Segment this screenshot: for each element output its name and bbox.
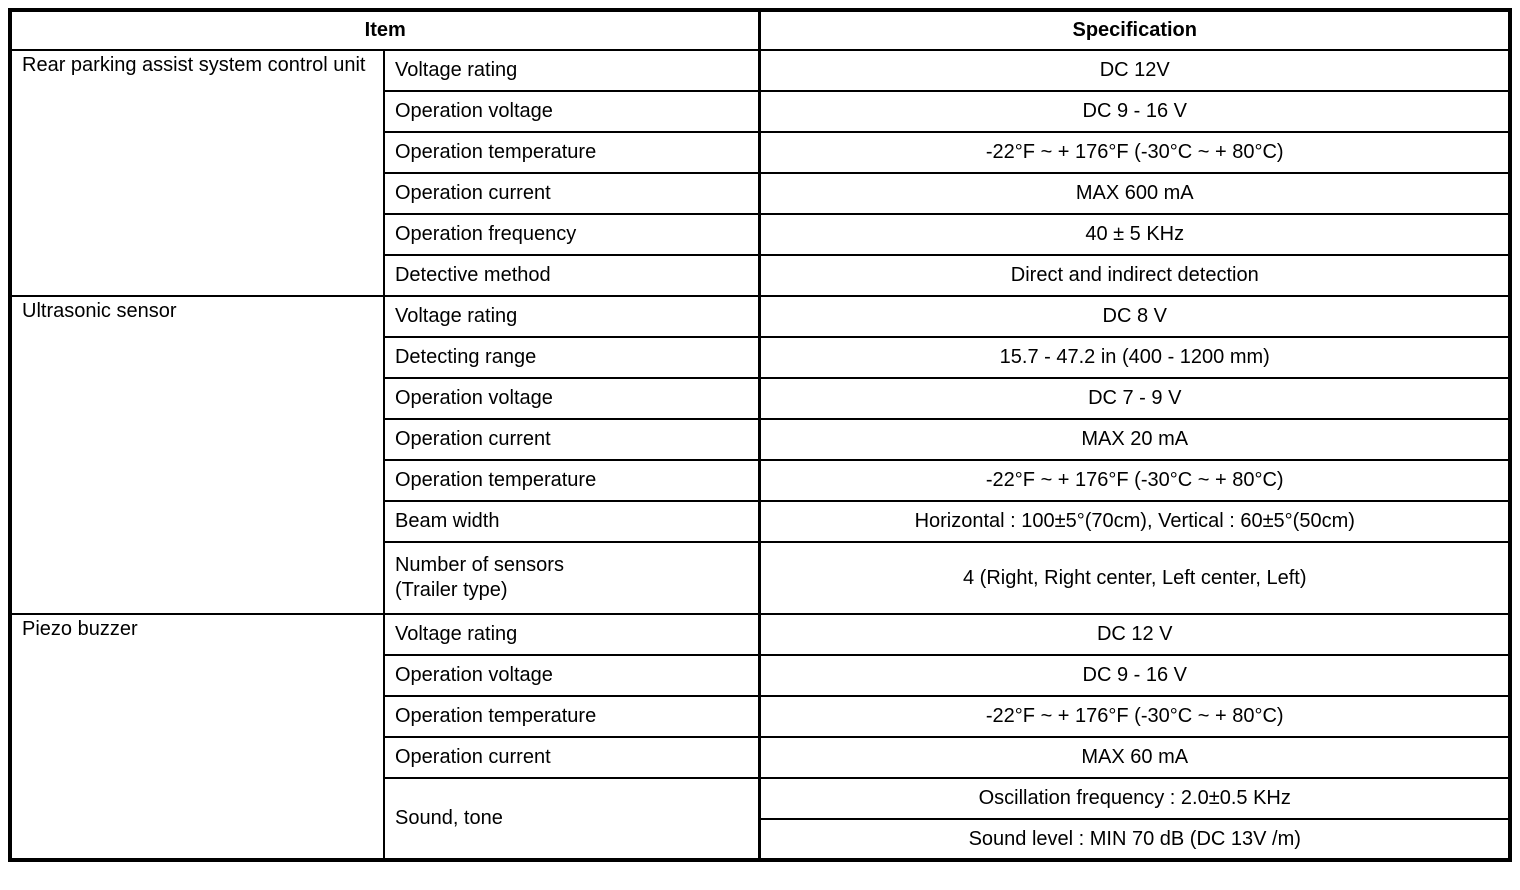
item-label-cell: Voltage rating (382, 49, 761, 92)
table-row: Number of sensors (Trailer type) 4 (Righ… (10, 541, 1512, 615)
table-row: Sound level : MIN 70 dB (DC 13V /m) (10, 818, 1512, 861)
table-row: Ultrasonic sensor Voltage rating DC 8 V (9, 295, 1512, 615)
item-label-cell: Operation voltage (382, 377, 761, 420)
item-label-cell: Operation temperature (382, 459, 761, 502)
item-label-cell: Number of sensors (Trailer type) (382, 541, 761, 615)
spec-value-cell: 40 ± 5 KHz (758, 213, 1512, 256)
item-label-cell: Operation current (382, 736, 761, 779)
table-row: Operation voltage DC 9 - 16 V (10, 90, 1512, 133)
table-row: Operation temperature -22°F ~ + 176°F (-… (10, 131, 1512, 174)
table-header-specification: Specification (758, 9, 1512, 51)
table-row: Operation temperature -22°F ~ + 176°F (-… (10, 695, 1512, 738)
item-label-cell: Operation voltage (382, 654, 761, 697)
spec-value-cell: 15.7 - 47.2 in (400 - 1200 mm) (758, 336, 1512, 379)
table-row: Sound, tone Oscillation frequency : 2.0±… (10, 777, 1512, 861)
item-label-cell: Operation current (382, 418, 761, 461)
item-label-cell: Operation temperature (382, 131, 761, 174)
item-label-cell: Beam width (382, 500, 761, 543)
item-label-cell-sound-tone: Sound, tone (382, 777, 761, 861)
item-label-cell: Operation frequency (382, 213, 761, 256)
spec-value-cell: 4 (Right, Right center, Left center, Lef… (758, 541, 1512, 615)
spec-value-cell: MAX 60 mA (758, 736, 1512, 779)
table-row: Operation current MAX 600 mA (10, 172, 1512, 215)
spec-value-cell: DC 8 V (758, 295, 1512, 338)
group-cell-ultrasonic-sensor: Ultrasonic sensor (9, 295, 385, 615)
item-label-cell: Detecting range (382, 336, 761, 379)
group-cell-piezo-buzzer: Piezo buzzer (9, 613, 385, 861)
item-label-cell: Operation current (382, 172, 761, 215)
table-row: Operation voltage DC 7 - 9 V (10, 377, 1512, 420)
spec-value-cell: -22°F ~ + 176°F (-30°C ~ + 80°C) (758, 131, 1512, 174)
table-row: Operation current MAX 60 mA (10, 736, 1512, 779)
group-cell-control-unit: Rear parking assist system control unit (9, 49, 385, 297)
spec-table: Item Specification Rear parking assist s… (8, 8, 1512, 862)
spec-value-cell: DC 12 V (758, 613, 1512, 656)
spec-value-cell: Sound level : MIN 70 dB (DC 13V /m) (758, 818, 1512, 861)
table-header-item: Item (9, 9, 761, 51)
spec-value-cell: -22°F ~ + 176°F (-30°C ~ + 80°C) (758, 459, 1512, 502)
item-label-cell: Operation temperature (382, 695, 761, 738)
table-row: Operation temperature -22°F ~ + 176°F (-… (10, 459, 1512, 502)
spec-value-cell: Horizontal : 100±5°(70cm), Vertical : 60… (758, 500, 1512, 543)
spec-value-cell: DC 9 - 16 V (758, 90, 1512, 133)
table-header-row: Item Specification (9, 9, 1512, 51)
table-row: Rear parking assist system control unit … (9, 49, 1512, 297)
table-row: Operation voltage DC 9 - 16 V (10, 654, 1512, 697)
table-row: Piezo buzzer Voltage rating DC 12 V (9, 613, 1512, 861)
spec-value-cell: MAX 20 mA (758, 418, 1512, 461)
item-label-cell: Operation voltage (382, 90, 761, 133)
table-row: Detecting range 15.7 - 47.2 in (400 - 12… (10, 336, 1512, 379)
item-label-cell: Voltage rating (382, 613, 761, 656)
table-row: Operation frequency 40 ± 5 KHz (10, 213, 1512, 256)
table-row: Detective method Direct and indirect det… (10, 254, 1512, 297)
item-label-cell: Voltage rating (382, 295, 761, 338)
table-row: Operation current MAX 20 mA (10, 418, 1512, 461)
table-row: Beam width Horizontal : 100±5°(70cm), Ve… (10, 500, 1512, 543)
spec-value-cell: DC 7 - 9 V (758, 377, 1512, 420)
spec-value-cell: Direct and indirect detection (758, 254, 1512, 297)
spec-value-cell: DC 9 - 16 V (758, 654, 1512, 697)
spec-value-cell: Oscillation frequency : 2.0±0.5 KHz (758, 777, 1512, 820)
spec-value-cell: DC 12V (758, 49, 1512, 92)
spec-value-cell: MAX 600 mA (758, 172, 1512, 215)
spec-value-cell: -22°F ~ + 176°F (-30°C ~ + 80°C) (758, 695, 1512, 738)
item-label-cell: Detective method (382, 254, 761, 297)
